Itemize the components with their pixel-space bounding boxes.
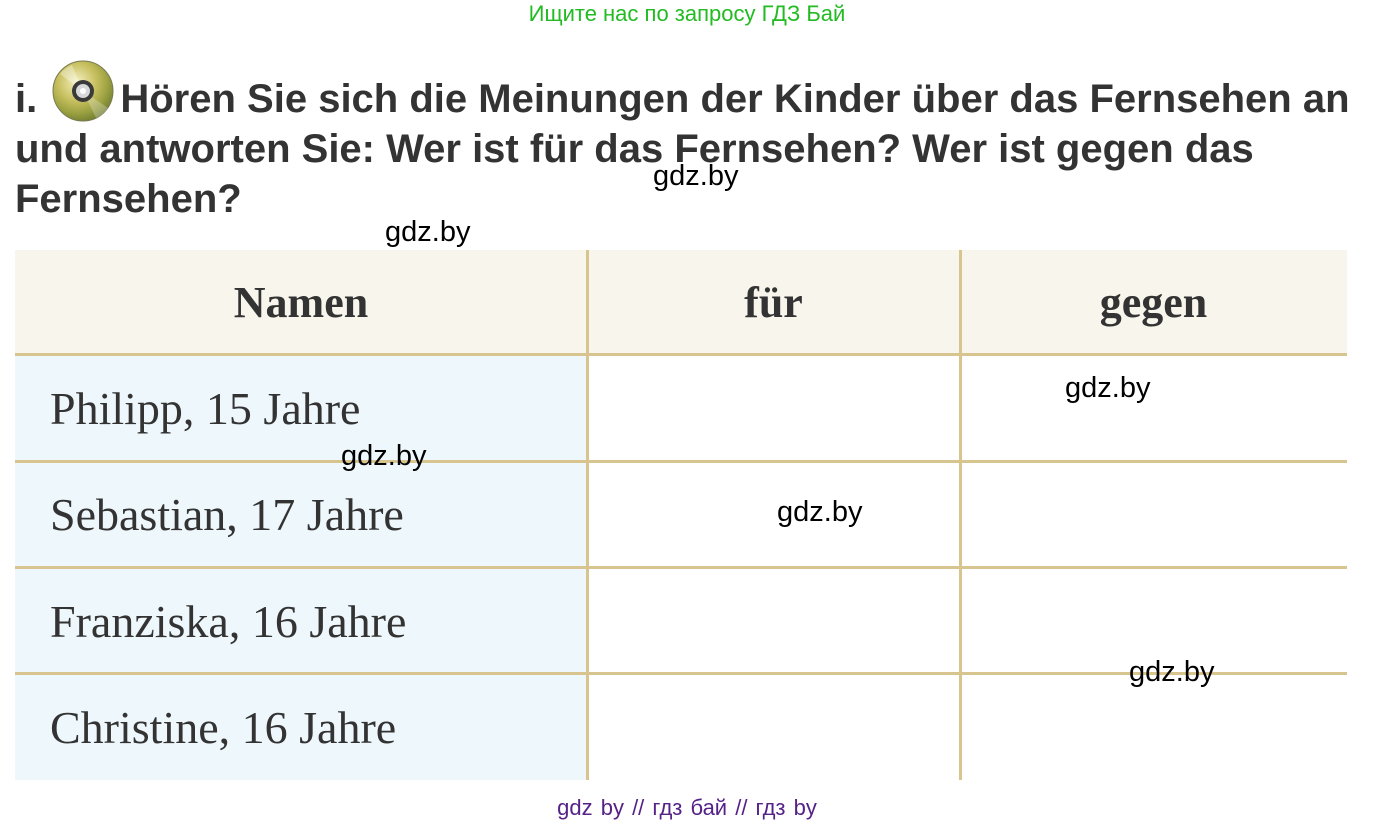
task-text: Hören Sie sich die Meinungen der Kinder …	[15, 77, 1350, 221]
header-cell-gegen	[960, 250, 1347, 353]
answer-cell-philipp-gegen[interactable]	[963, 356, 1347, 460]
task-number: i.	[15, 77, 38, 121]
task-instruction: i. Hören Sie sich die Meinungen der Kind…	[15, 60, 1360, 224]
answer-cell-sebastian-fuer[interactable]	[590, 463, 960, 566]
watermark: gdz.by	[653, 160, 739, 192]
answer-cell-christine-gegen[interactable]	[963, 675, 1347, 780]
row-divider	[15, 460, 1347, 463]
row-name-franziska: Franziska, 16 Jahre	[50, 596, 407, 647]
column-divider	[959, 250, 962, 780]
row-divider	[15, 566, 1347, 569]
watermark: gdz.by	[777, 496, 863, 528]
row-name-philipp: Philipp, 15 Jahre	[50, 383, 361, 434]
search-banner: Ищите нас по запросу ГДЗ Бай	[528, 1, 846, 26]
header-namen: Namen	[233, 278, 369, 327]
row-divider	[15, 672, 1347, 675]
row-name-sebastian: Sebastian, 17 Jahre	[50, 489, 404, 540]
answer-cell-sebastian-gegen[interactable]	[963, 463, 1347, 566]
watermark: gdz.by	[385, 216, 471, 248]
row-name-christine: Christine, 16 Jahre	[50, 702, 397, 753]
header-cell-fuer	[587, 250, 960, 353]
opinion-table: Namen für gegen Philipp, 15 Jahre Sebast…	[15, 250, 1347, 780]
column-divider	[586, 250, 589, 780]
watermark: gdz.by	[341, 440, 427, 472]
answer-cell-christine-fuer[interactable]	[590, 675, 960, 780]
row-divider	[15, 353, 1347, 356]
header-cell-namen	[15, 250, 587, 353]
cd-audio-icon[interactable]	[52, 60, 114, 122]
watermark: gdz.by	[1129, 656, 1215, 688]
footer-links: gdz by // гдз бай // гдз by	[557, 795, 817, 820]
watermark: gdz.by	[1065, 372, 1151, 404]
answer-cell-franziska-fuer[interactable]	[590, 569, 960, 672]
header-fuer: für	[744, 278, 803, 327]
header-gegen: gegen	[1099, 278, 1208, 327]
answer-cell-philipp-fuer[interactable]	[590, 356, 960, 460]
